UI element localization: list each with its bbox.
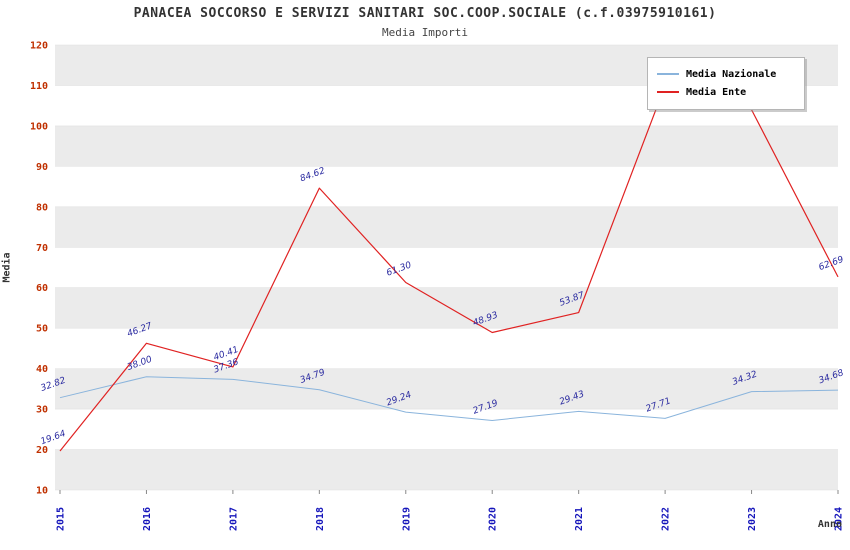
y-tick-label: 30 xyxy=(36,405,48,416)
chart-title: PANACEA SOCCORSO E SERVIZI SANITARI SOC.… xyxy=(133,6,717,21)
series-line-media-nazionale xyxy=(59,376,839,421)
plot-band xyxy=(55,206,838,248)
x-tick-label: 2019 xyxy=(401,507,412,531)
y-tick-label: 20 xyxy=(36,445,48,456)
y-axis-title: Media xyxy=(1,252,13,283)
plot-band xyxy=(55,449,838,490)
legend: Media Nazionale Media Ente xyxy=(647,57,805,110)
y-tick-label: 120 xyxy=(30,41,48,52)
y-tick-label: 50 xyxy=(36,324,48,335)
x-tick-label: 2020 xyxy=(488,507,499,531)
x-tick-label: 2022 xyxy=(661,507,672,531)
x-tick-label: 2018 xyxy=(315,507,326,531)
plot-band xyxy=(55,166,838,207)
x-tick-label: 2017 xyxy=(228,507,239,531)
chart-subtitle: Media Importi xyxy=(381,26,469,39)
y-tick-label: 10 xyxy=(36,486,48,497)
y-tick-label: 80 xyxy=(36,202,48,213)
plot-band xyxy=(55,287,838,329)
y-tick-label: 90 xyxy=(36,162,48,173)
legend-label-nazionale: Media Nazionale xyxy=(686,68,777,80)
x-tick-label: 2021 xyxy=(574,507,585,531)
y-tick-label: 60 xyxy=(36,283,48,294)
legend-line-swatch-ente xyxy=(657,91,679,93)
plot-band xyxy=(55,409,838,450)
plot-band xyxy=(55,247,838,288)
x-tick-label: 2016 xyxy=(142,507,153,531)
x-tick-label: 2024 xyxy=(834,507,845,531)
x-tick-label: 2023 xyxy=(747,507,758,531)
legend-label-ente: Media Ente xyxy=(686,86,747,98)
x-axis-title: Anno xyxy=(817,519,842,530)
legend-entry-media-ente: Media Ente xyxy=(657,83,795,101)
y-tick-label: 70 xyxy=(36,243,48,254)
legend-line-swatch-nazionale xyxy=(657,73,679,75)
y-tick-label: 110 xyxy=(30,81,48,92)
y-tick-label: 100 xyxy=(30,121,48,132)
plot-band xyxy=(55,125,838,167)
plot-band xyxy=(55,328,838,369)
legend-entry-media-nazionale: Media Nazionale xyxy=(657,65,795,83)
plot-band xyxy=(55,368,838,410)
x-tick-label: 2015 xyxy=(56,507,67,531)
y-tick-label: 40 xyxy=(36,364,48,375)
